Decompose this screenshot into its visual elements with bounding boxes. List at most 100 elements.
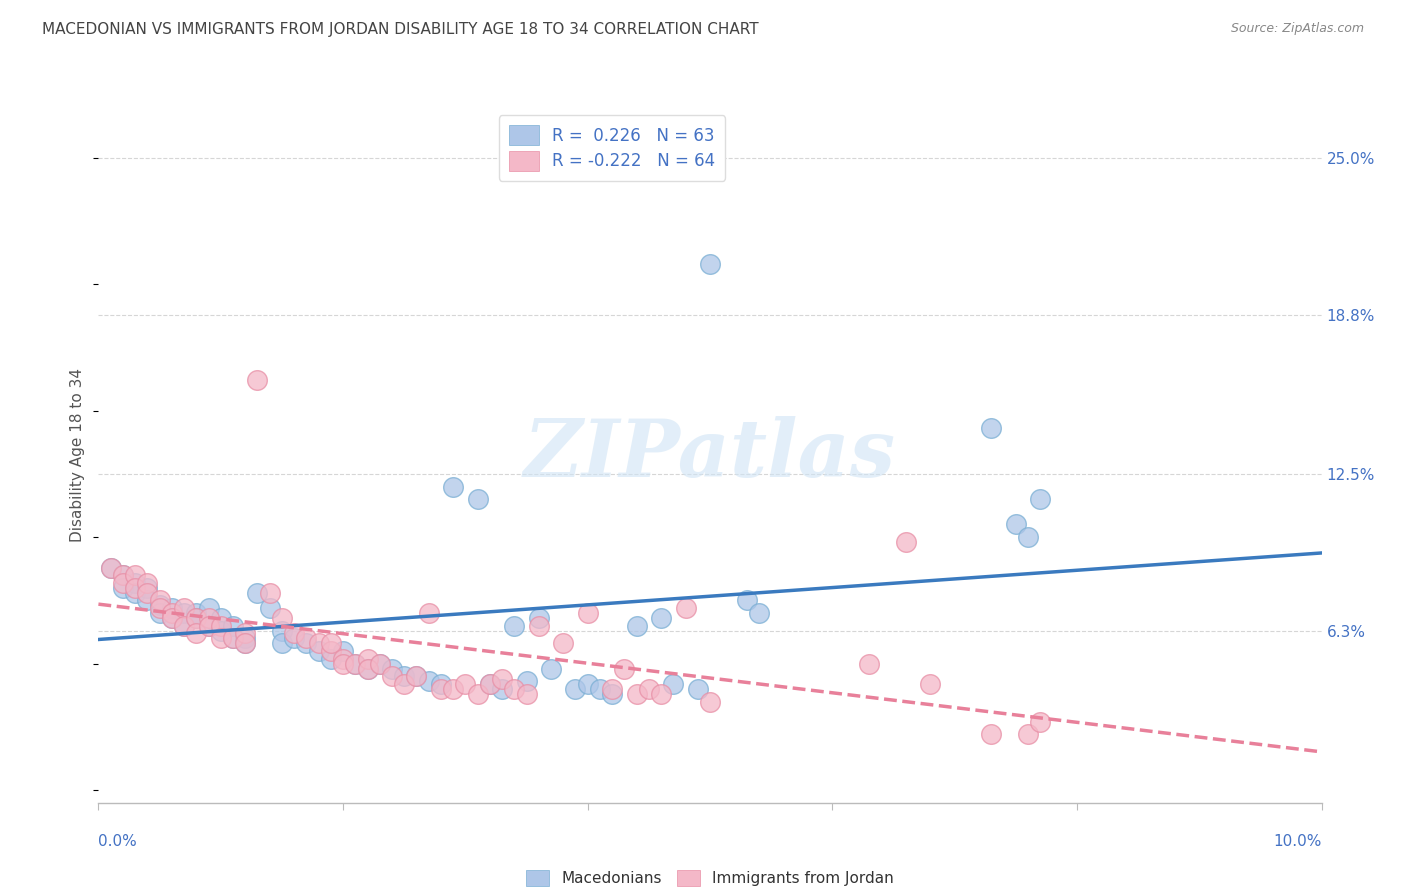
Point (491, 672, 513, 686)
Point (111, 568, 134, 582)
Point (295, 636, 318, 650)
Point (319, 651, 342, 665)
Point (186, 626, 208, 640)
Text: MACEDONIAN VS IMMIGRANTS FROM JORDAN DISABILITY AGE 18 TO 34 CORRELATION CHART: MACEDONIAN VS IMMIGRANTS FROM JORDAN DIS… (42, 22, 759, 37)
Point (553, 636, 575, 650)
Point (173, 618, 195, 632)
Point (319, 636, 342, 650)
Point (186, 611, 208, 625)
Point (503, 618, 526, 632)
Point (295, 632, 318, 646)
Point (356, 651, 378, 665)
Text: ZIPatlas: ZIPatlas (524, 417, 896, 493)
Point (478, 677, 501, 691)
Point (111, 575, 134, 590)
Point (149, 599, 172, 613)
Point (503, 681, 526, 696)
Point (613, 662, 636, 676)
Point (111, 568, 134, 582)
Point (650, 611, 672, 625)
Point (368, 657, 391, 671)
Legend: Macedonians, Immigrants from Jordan: Macedonians, Immigrants from Jordan (520, 864, 900, 892)
Point (100, 560, 122, 574)
Point (467, 492, 489, 507)
Point (430, 681, 453, 696)
Point (233, 636, 256, 650)
Point (699, 695, 721, 709)
Point (735, 593, 758, 607)
Point (1029, 714, 1052, 729)
Point (233, 636, 256, 650)
Point (332, 644, 354, 658)
Point (246, 373, 269, 387)
Point (222, 632, 245, 646)
Point (748, 606, 770, 620)
Point (980, 421, 1002, 435)
Point (564, 681, 586, 696)
Point (516, 687, 538, 701)
Point (1029, 492, 1052, 507)
Point (686, 681, 709, 696)
Point (527, 618, 550, 632)
Point (160, 611, 183, 625)
Point (197, 601, 219, 615)
Point (197, 618, 219, 632)
Point (124, 581, 146, 595)
Point (124, 575, 146, 590)
Point (173, 618, 195, 632)
Point (392, 677, 416, 691)
Point (100, 560, 122, 574)
Point (246, 586, 269, 600)
Point (626, 618, 648, 632)
Point (637, 681, 661, 696)
Point (111, 581, 134, 595)
Point (441, 681, 464, 696)
Point (136, 586, 159, 600)
Point (136, 575, 159, 590)
Point (381, 669, 404, 683)
Point (467, 687, 489, 701)
Point (1004, 517, 1026, 532)
Point (626, 687, 648, 701)
Point (600, 681, 623, 696)
Point (149, 601, 172, 615)
Point (136, 581, 159, 595)
Point (858, 657, 880, 671)
Point (381, 662, 404, 676)
Point (186, 611, 208, 625)
Point (209, 611, 232, 625)
Point (356, 662, 378, 676)
Point (675, 601, 697, 615)
Point (441, 479, 464, 493)
Point (589, 681, 612, 696)
Point (124, 568, 146, 582)
Point (540, 662, 562, 676)
Point (270, 611, 292, 625)
Point (1017, 530, 1039, 544)
Point (186, 606, 208, 620)
Point (894, 535, 917, 549)
Point (405, 669, 427, 683)
Point (160, 606, 183, 620)
Point (308, 644, 330, 658)
Point (319, 644, 342, 658)
Point (1017, 727, 1039, 741)
Point (332, 657, 354, 671)
Point (332, 651, 354, 665)
Point (308, 636, 330, 650)
Point (478, 677, 501, 691)
Point (527, 611, 550, 625)
Point (980, 727, 1002, 741)
Point (344, 657, 367, 671)
Point (197, 618, 219, 632)
Point (454, 677, 477, 691)
Y-axis label: Disability Age 18 to 34: Disability Age 18 to 34 (70, 368, 86, 542)
Point (149, 606, 172, 620)
Point (222, 618, 245, 632)
Point (124, 586, 146, 600)
Point (209, 618, 232, 632)
Point (356, 662, 378, 676)
Point (600, 687, 623, 701)
Point (209, 624, 232, 638)
Point (197, 611, 219, 625)
